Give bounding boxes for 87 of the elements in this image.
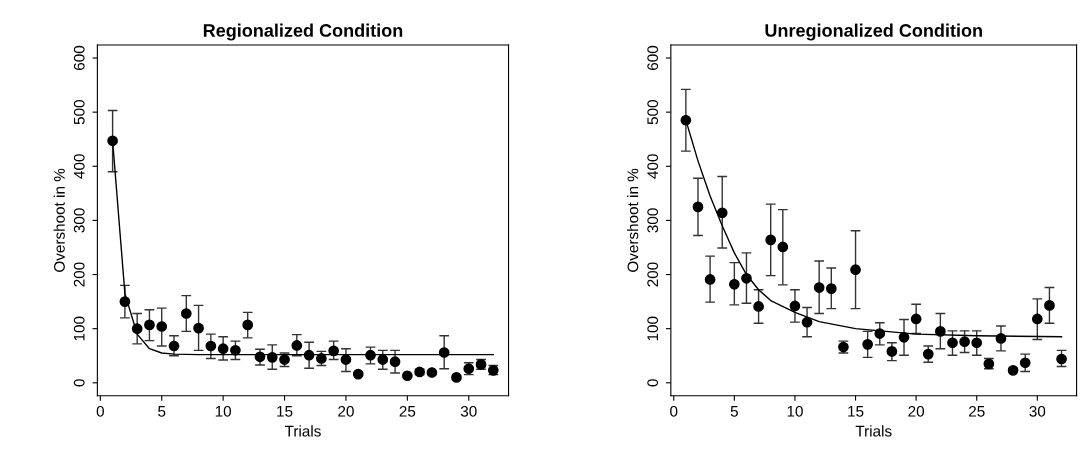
point (777, 241, 789, 253)
point (1056, 353, 1067, 365)
point (801, 316, 813, 328)
point (205, 340, 217, 352)
point (119, 296, 131, 307)
x-tick-label: 15 (277, 406, 293, 417)
y-axis-title: Overshoot in % (627, 168, 639, 272)
point (168, 340, 180, 352)
point (401, 370, 413, 382)
point (728, 278, 740, 290)
point (935, 326, 946, 337)
point (352, 368, 364, 380)
point (995, 333, 1007, 344)
x-tick-label: 5 (158, 406, 166, 417)
point (704, 274, 716, 285)
y-tick-label: 600 (647, 45, 659, 70)
x-tick-label: 5 (730, 406, 738, 417)
point (886, 346, 898, 357)
point (365, 349, 376, 361)
point (947, 337, 958, 349)
point (131, 323, 143, 335)
point (680, 114, 692, 126)
point (898, 331, 910, 343)
point (389, 356, 401, 368)
point (340, 354, 352, 365)
point (1031, 313, 1043, 325)
y-tick-label: 300 (647, 208, 659, 233)
point (716, 207, 728, 219)
y-tick-label: 100 (647, 316, 659, 341)
x-tick-label: 30 (1029, 405, 1046, 417)
point (377, 354, 389, 365)
x-tick-label: 10 (215, 405, 232, 417)
point (242, 319, 254, 331)
x-tick-label: 10 (787, 405, 803, 417)
y-tick-label: 200 (73, 262, 85, 287)
point (438, 347, 450, 358)
y-tick-label: 300 (73, 208, 85, 233)
y-tick-label: 100 (73, 316, 85, 341)
y-tick-label: 500 (647, 100, 659, 125)
y-tick-label: 200 (647, 262, 659, 287)
y-tick-label: 600 (73, 45, 85, 70)
point (451, 372, 462, 383)
y-axis-title: Overshoot in % (53, 168, 65, 272)
point (193, 322, 204, 334)
point (291, 340, 303, 351)
x-tick-label: 20 (908, 405, 925, 417)
y-tick-label: 0 (73, 379, 85, 387)
x-tick-label: 0 (96, 405, 104, 417)
point (266, 352, 278, 363)
point (850, 264, 861, 276)
x-axis-title: Trials (284, 425, 321, 437)
point (107, 135, 118, 147)
y-tick-label: 400 (73, 154, 85, 179)
point (426, 367, 438, 378)
point (692, 201, 704, 213)
x-tick-label: 15 (848, 406, 864, 417)
point (1044, 300, 1055, 311)
point (813, 282, 825, 293)
y-tick-label: 500 (73, 100, 85, 125)
point (144, 319, 155, 331)
x-axis-title: Trials (855, 425, 892, 437)
x-tick-label: 25 (969, 405, 985, 417)
point (789, 300, 801, 312)
chart-title: Unregionalized Condition (765, 23, 982, 41)
point (910, 313, 922, 325)
point (971, 337, 983, 349)
point (230, 344, 241, 356)
chart-title: Regionalized Condition (203, 23, 403, 41)
point (874, 328, 886, 339)
point (1019, 357, 1031, 369)
point (825, 283, 837, 294)
point (959, 336, 970, 348)
point (303, 349, 315, 361)
x-tick-label: 30 (460, 405, 477, 417)
y-tick-label: 0 (647, 379, 659, 387)
point (741, 272, 752, 284)
point (156, 321, 168, 332)
point (765, 234, 777, 246)
point (862, 339, 874, 350)
point (217, 343, 229, 355)
x-tick-label: 0 (670, 405, 678, 417)
x-tick-label: 20 (338, 405, 354, 417)
point (328, 345, 340, 357)
x-tick-label: 25 (399, 405, 416, 417)
point (753, 301, 764, 312)
y-tick-label: 400 (647, 154, 659, 179)
point (180, 308, 192, 319)
